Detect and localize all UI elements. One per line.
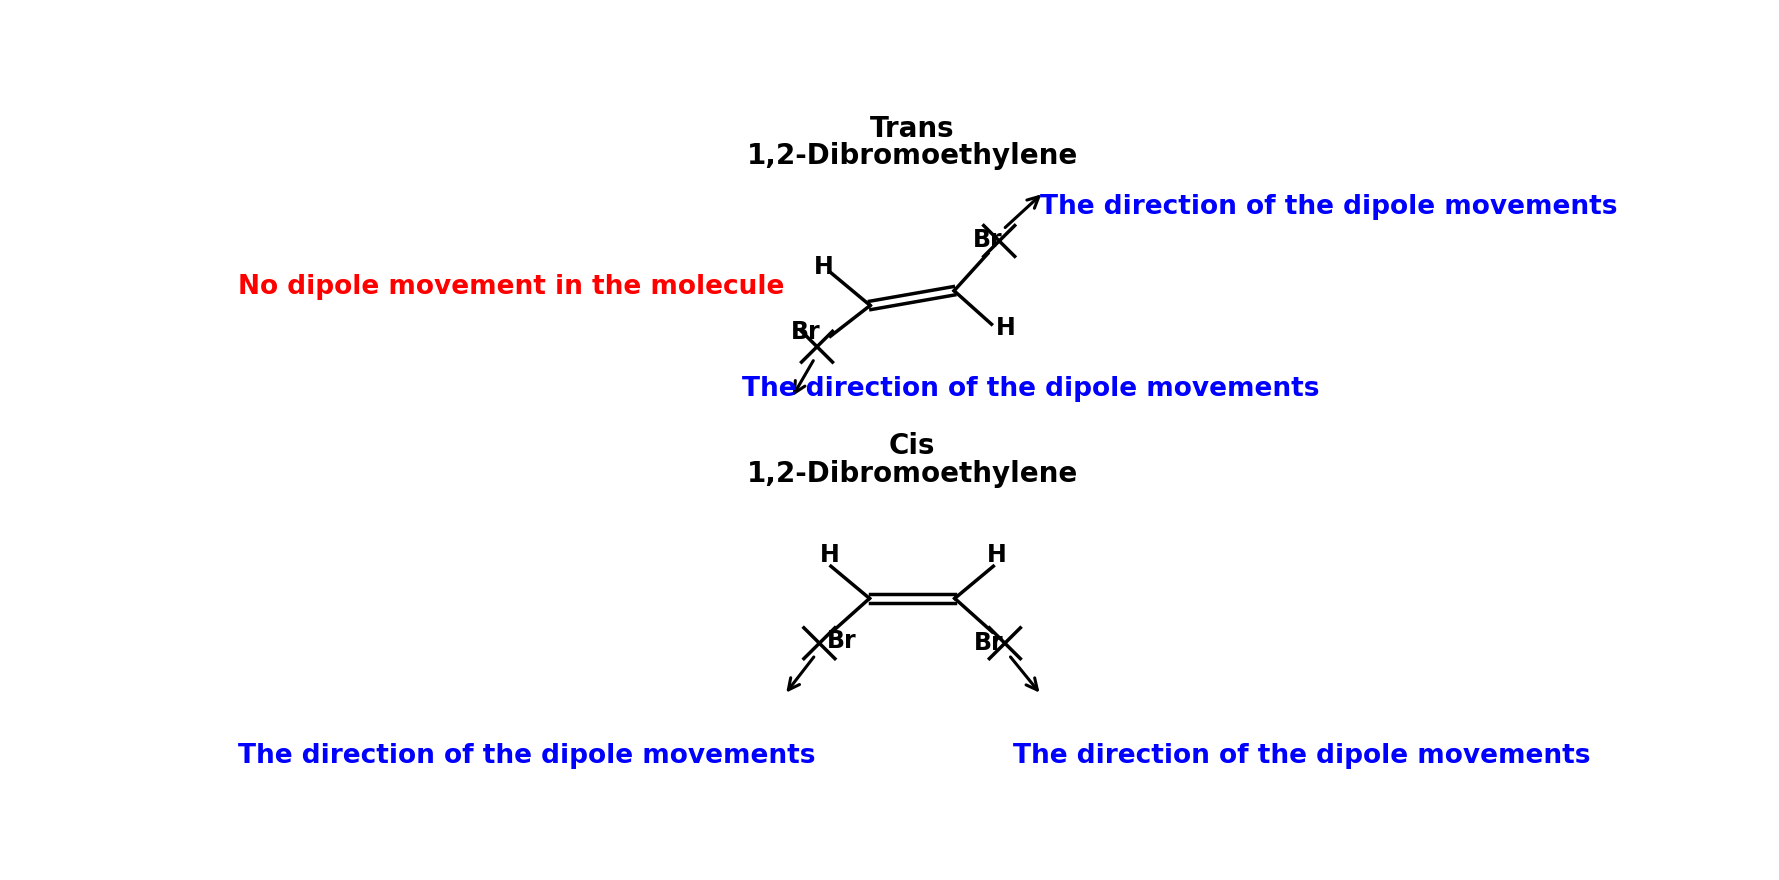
Text: Br: Br: [973, 632, 1003, 656]
Text: Br: Br: [973, 228, 1003, 252]
Text: H: H: [987, 543, 1007, 567]
Text: The direction of the dipole movements: The direction of the dipole movements: [1041, 194, 1617, 220]
Text: H: H: [996, 316, 1016, 340]
Text: The direction of the dipole movements: The direction of the dipole movements: [742, 376, 1318, 402]
Text: No dipole movement in the molecule: No dipole movement in the molecule: [238, 274, 785, 299]
Text: 1,2-Dibromoethylene: 1,2-Dibromoethylene: [747, 142, 1078, 170]
Text: 1,2-Dibromoethylene: 1,2-Dibromoethylene: [747, 459, 1078, 488]
Text: The direction of the dipole movements: The direction of the dipole movements: [1012, 744, 1590, 769]
Text: Br: Br: [827, 629, 856, 653]
Text: Trans: Trans: [870, 114, 955, 143]
Text: The direction of the dipole movements: The direction of the dipole movements: [238, 744, 815, 769]
Text: H: H: [820, 543, 840, 567]
Text: H: H: [815, 255, 834, 279]
Text: Br: Br: [792, 320, 820, 344]
Text: Cis: Cis: [890, 432, 936, 460]
